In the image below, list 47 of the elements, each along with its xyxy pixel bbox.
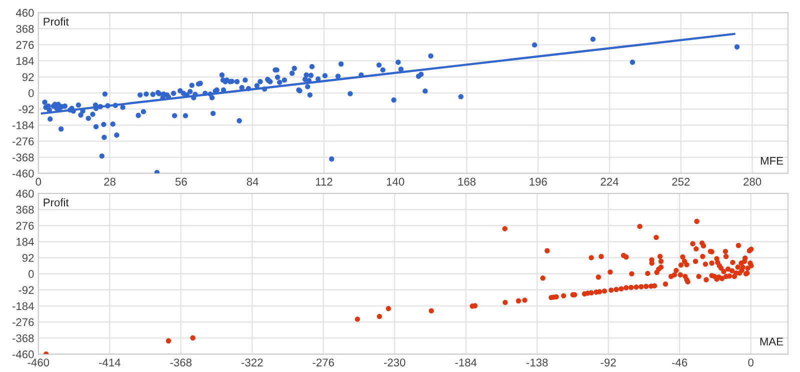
y-tick-label: -184 <box>12 121 34 130</box>
y-tick-label: 276 <box>16 41 34 49</box>
x-tick-label: 28 <box>104 178 116 186</box>
x-tick-label: 0 <box>748 358 754 366</box>
x-tick-label: -46 <box>672 358 688 366</box>
x-tick-label: -92 <box>600 358 616 366</box>
y-tick-label: 276 <box>16 222 34 230</box>
y-tick-label: -92 <box>18 105 34 114</box>
y-tick-label: 368 <box>16 24 34 33</box>
x-tick-label: 252 <box>672 178 690 186</box>
y-tick-label: 92 <box>22 73 34 82</box>
x-tick-label: 56 <box>175 178 187 186</box>
y-tick-label: -276 <box>12 318 34 326</box>
y-tick-label: -184 <box>12 302 34 310</box>
y-axis-title: Profit <box>44 17 69 26</box>
y-tick-label: 184 <box>16 57 34 65</box>
x-tick-label: 84 <box>246 178 258 186</box>
x-tick-label: -322 <box>242 358 263 366</box>
x-tick-label: 0 <box>36 178 42 186</box>
y-tick-label: 184 <box>16 238 34 246</box>
x-tick-label: -230 <box>384 358 406 366</box>
y-tick-label: -460 <box>12 170 34 178</box>
y-tick-label: -92 <box>18 286 34 294</box>
x-tick-label: 140 <box>386 178 404 186</box>
y-tick-label: 460 <box>16 8 34 17</box>
x-tick-label: -414 <box>99 358 120 366</box>
x-tick-label: -276 <box>312 358 334 366</box>
y-axis-title: Profit <box>44 198 69 206</box>
y-tick-label: -460 <box>12 350 34 358</box>
x-tick-label: -184 <box>455 358 477 366</box>
x-axis-title: MFE <box>760 156 784 165</box>
y-tick-label: 368 <box>16 206 34 214</box>
y-tick-label: 0 <box>28 270 34 278</box>
x-tick-label: 280 <box>744 178 762 186</box>
y-tick-label: -276 <box>12 137 34 146</box>
y-tick-label: 460 <box>16 190 34 198</box>
x-tick-label: 168 <box>458 178 476 186</box>
x-tick-label: 196 <box>530 178 547 186</box>
x-tick-label: -368 <box>170 358 192 366</box>
x-tick-label: 112 <box>316 178 332 186</box>
y-tick-label: 0 <box>28 89 34 98</box>
y-tick-label: -368 <box>12 334 34 342</box>
y-tick-label: 92 <box>22 254 34 262</box>
x-axis-title: MAE <box>760 338 784 346</box>
x-tick-label: 224 <box>600 178 618 186</box>
x-tick-label: -138 <box>526 358 548 366</box>
y-tick-label: -368 <box>12 154 34 162</box>
